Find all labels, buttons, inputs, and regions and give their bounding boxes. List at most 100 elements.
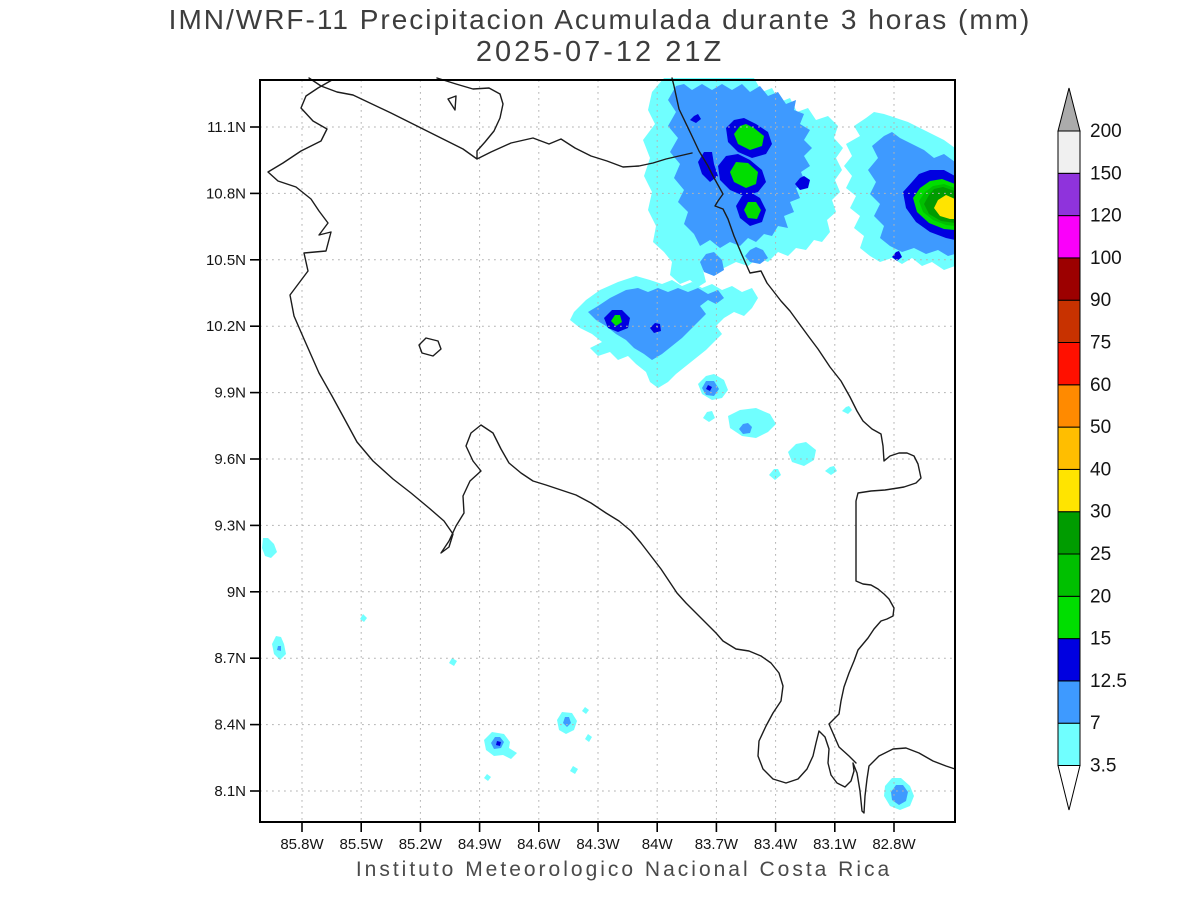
colorbar-value-label: 12.5 bbox=[1090, 671, 1127, 692]
lat-tick-label: 9.6N bbox=[214, 451, 246, 468]
colorbar-band bbox=[1057, 680, 1081, 724]
colorbar-value-label: 60 bbox=[1090, 375, 1111, 396]
colorbar-value-label: 50 bbox=[1090, 417, 1111, 438]
colorbar-band bbox=[1057, 638, 1081, 682]
colorbar-value-label: 20 bbox=[1090, 586, 1111, 607]
colorbar-band bbox=[1057, 722, 1081, 767]
nicaragua-border bbox=[308, 77, 693, 168]
gridlines bbox=[260, 80, 955, 822]
precip-cell bbox=[570, 766, 578, 774]
colorbar-band bbox=[1057, 172, 1081, 217]
colorbar-value-label: 200 bbox=[1090, 121, 1122, 142]
lat-tick-label: 10.2N bbox=[206, 318, 246, 335]
coastline bbox=[267, 77, 956, 814]
lake-arenal bbox=[418, 337, 442, 357]
colorbar-over-arrow bbox=[1057, 87, 1081, 132]
colorbar-band bbox=[1057, 299, 1081, 344]
precip-cell bbox=[891, 785, 908, 805]
colorbar-value-label: 3.5 bbox=[1090, 756, 1116, 777]
colorbar-band bbox=[1057, 130, 1081, 174]
colorbar-value-label: 15 bbox=[1090, 629, 1111, 650]
lat-tick-label: 8.1N bbox=[214, 783, 246, 800]
colorbar-band bbox=[1057, 511, 1081, 555]
precip-cell bbox=[734, 124, 764, 150]
precip-cell bbox=[611, 315, 622, 326]
precip-cell bbox=[449, 658, 457, 666]
page-title: IMN/WRF-11 Precipitacion Acumulada duran… bbox=[168, 4, 1032, 35]
lon-tick-label: 82.8W bbox=[872, 836, 916, 853]
precip-cell bbox=[706, 385, 712, 391]
colorbar-band bbox=[1057, 215, 1081, 259]
precip-cell bbox=[563, 717, 571, 727]
colorbar-band bbox=[1057, 426, 1081, 470]
precip-cell bbox=[769, 469, 781, 480]
precip-cell bbox=[892, 251, 902, 261]
lon-tick-label: 85.2W bbox=[399, 836, 443, 853]
colorbar-value-label: 75 bbox=[1090, 333, 1111, 354]
lat-tick-label: 9.9N bbox=[214, 385, 246, 402]
precip-cell bbox=[262, 538, 277, 558]
agency-caption: Instituto Meteorologico Nacional Costa R… bbox=[355, 858, 893, 881]
precip-cell bbox=[842, 406, 852, 414]
precip-cell bbox=[703, 411, 715, 422]
colorbar-band bbox=[1057, 384, 1081, 428]
precip-cell bbox=[582, 707, 589, 714]
precip-cell bbox=[496, 741, 501, 746]
colorbar-band bbox=[1057, 468, 1081, 513]
pacific-coastline bbox=[267, 79, 956, 814]
colorbar-legend: 3.5 7 12.5 15 20 25 30 40 50 60 75 90 100 120 150 200 bbox=[1057, 87, 1127, 811]
lat-tick-label: 10.8N bbox=[206, 185, 246, 202]
precip-cell bbox=[728, 408, 776, 438]
map-frame bbox=[259, 79, 956, 823]
colorbar-value-label: 7 bbox=[1090, 713, 1101, 734]
precip-level-30-40 bbox=[934, 195, 955, 219]
axis-ticks bbox=[250, 126, 895, 832]
precip-contours bbox=[262, 78, 955, 810]
lon-tick-label: 83.7W bbox=[695, 836, 739, 853]
lat-tick-label: 8.4N bbox=[214, 717, 246, 734]
lon-tick-label: 84.3W bbox=[576, 836, 620, 853]
lake-island bbox=[447, 95, 457, 111]
precip-cell bbox=[739, 423, 752, 434]
lon-tick-label: 84W bbox=[642, 836, 674, 853]
precip-cell bbox=[745, 247, 768, 264]
colorbar-value-label: 120 bbox=[1090, 206, 1122, 227]
colorbar-band bbox=[1057, 342, 1081, 386]
precip-cell bbox=[277, 646, 281, 651]
colorbar-value-label: 100 bbox=[1090, 248, 1122, 269]
caribbean-coastline-and-panama-border bbox=[671, 77, 922, 764]
lon-tick-label: 84.6W bbox=[517, 836, 561, 853]
precip-cell bbox=[360, 614, 367, 622]
precip-level-3p5-7 bbox=[262, 78, 955, 810]
precip-cell bbox=[795, 176, 810, 190]
precip-cell bbox=[585, 734, 592, 742]
lon-tick-label: 84.9W bbox=[458, 836, 502, 853]
colorbar-band bbox=[1057, 257, 1081, 301]
colorbar-value-label: 30 bbox=[1090, 502, 1111, 523]
precip-cell bbox=[730, 162, 758, 188]
lon-tick-label: 83.4W bbox=[754, 836, 798, 853]
colorbar-band bbox=[1057, 553, 1081, 597]
lon-tick-label: 83.1W bbox=[813, 836, 857, 853]
colorbar-value-label: 150 bbox=[1090, 163, 1122, 184]
precip-cell bbox=[650, 323, 661, 333]
colorbar-value-label: 25 bbox=[1090, 544, 1111, 565]
precip-cell bbox=[484, 774, 491, 781]
precip-cell bbox=[690, 114, 701, 123]
precip-cell bbox=[744, 202, 761, 219]
axis-labels: 85.8W 85.5W 85.2W 84.9W 84.6W 84.3W 84W 83.7W 83… bbox=[206, 119, 917, 853]
lat-tick-label: 9N bbox=[227, 584, 246, 601]
lat-tick-label: 8.7N bbox=[214, 650, 246, 667]
colorbar-band bbox=[1057, 595, 1081, 640]
colorbar-under-arrow bbox=[1057, 765, 1081, 811]
lat-tick-label: 10.5N bbox=[206, 252, 246, 269]
lat-tick-label: 11.1N bbox=[207, 119, 246, 136]
precip-cell bbox=[825, 466, 837, 475]
colorbar-value-label: 90 bbox=[1090, 290, 1111, 311]
colorbar-value-label: 40 bbox=[1090, 459, 1111, 480]
precip-cell bbox=[788, 442, 816, 466]
valid-time-subtitle: 2025-07-12 21Z bbox=[475, 36, 725, 68]
lat-tick-label: 9.3N bbox=[214, 517, 246, 534]
